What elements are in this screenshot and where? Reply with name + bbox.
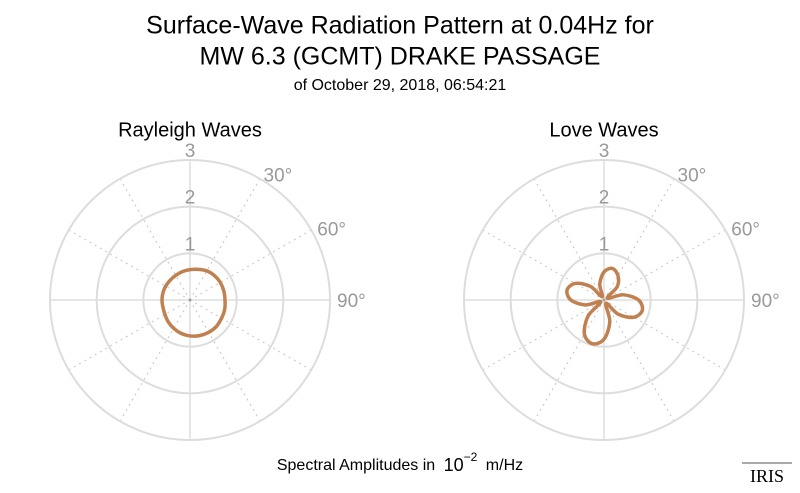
spoke <box>68 229 191 301</box>
spoke <box>189 299 261 422</box>
theta-tick-label: 60° <box>317 220 346 241</box>
subplot-title: Rayleigh Waves <box>118 119 262 141</box>
subplot-title: Love Waves <box>549 119 658 141</box>
r-tick-label: 2 <box>599 188 610 209</box>
spoke <box>119 299 191 422</box>
spoke <box>68 299 191 371</box>
axis-label-text: Spectral Amplitudes in <box>277 457 435 474</box>
theta-tick-label: 30° <box>264 166 293 187</box>
center-dot <box>188 298 192 302</box>
title-line: MW 6.3 (GCMT) DRAKE PASSAGE <box>200 43 601 71</box>
center-dot <box>602 298 606 302</box>
axis-label-unit: m/Hz <box>486 457 523 474</box>
grid-circle <box>142 252 238 348</box>
spoke <box>119 178 191 301</box>
spoke <box>533 178 605 301</box>
radiation-curve <box>160 267 227 338</box>
subtitle: of October 29, 2018, 06:54:21 <box>294 77 507 94</box>
spoke <box>482 229 605 301</box>
r-tick-label: 2 <box>185 188 196 209</box>
spoke <box>189 178 261 301</box>
spoke <box>603 178 675 301</box>
r-tick-label: 1 <box>185 234 196 255</box>
spoke <box>189 299 312 371</box>
spoke <box>603 299 675 422</box>
grid-circle <box>556 252 652 348</box>
spoke <box>189 229 312 301</box>
radiation-curve <box>565 266 645 346</box>
r-tick-label: 1 <box>599 234 610 255</box>
logo: IRIS <box>750 466 784 486</box>
theta-tick-label: 60° <box>731 220 760 241</box>
r-tick-label: 3 <box>185 141 196 162</box>
title-line: Surface-Wave Radiation Pattern at 0.04Hz… <box>146 12 654 40</box>
theta-tick-label: 90° <box>751 291 780 312</box>
grid-circle <box>509 205 699 395</box>
grid-circle <box>95 205 285 395</box>
spoke <box>603 299 726 371</box>
spoke <box>603 229 726 301</box>
theta-tick-label: 30° <box>678 166 707 187</box>
grid-circle <box>49 159 331 441</box>
axis-label: Spectral Amplitudes in 10−2 m/Hz <box>277 449 523 475</box>
r-tick-label: 3 <box>599 141 610 162</box>
axis-label-exponent: −2 <box>464 450 478 464</box>
theta-tick-label: 90° <box>337 291 366 312</box>
axis-label-base: 10 <box>444 455 464 475</box>
grid-circle <box>463 159 745 441</box>
spoke <box>533 299 605 422</box>
